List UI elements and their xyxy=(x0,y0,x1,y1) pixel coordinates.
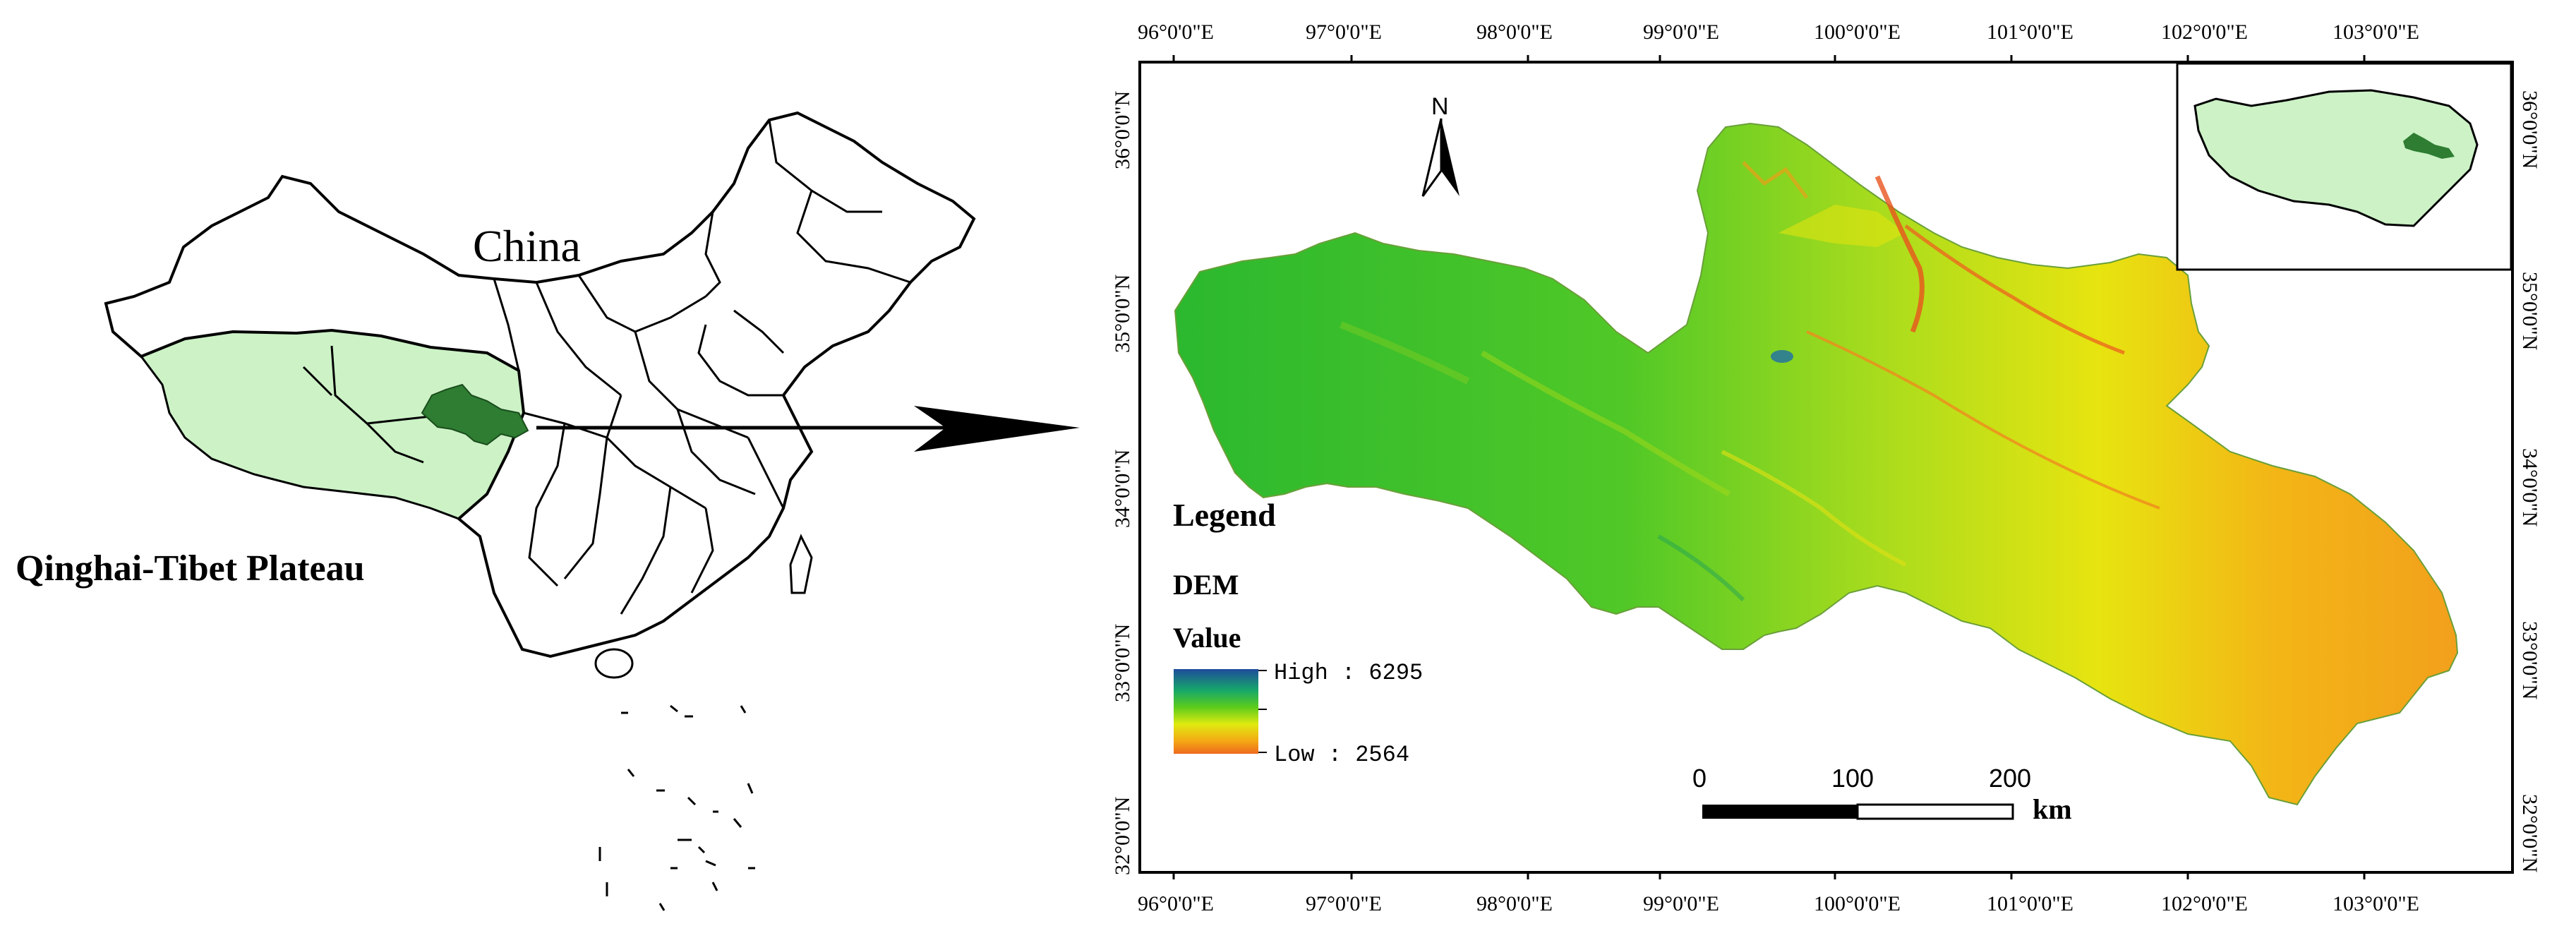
tick-marks xyxy=(1172,55,2366,879)
left-tick-label: 34°0'0"N xyxy=(1111,450,1134,528)
taiwan-island xyxy=(789,534,813,594)
left-tick-label: 32°0'0"N xyxy=(1111,797,1134,875)
top-tick-label: 96°0'0"E xyxy=(1138,20,1214,44)
left-tick-label: 36°0'0"N xyxy=(1111,91,1134,169)
right-tick-label: 35°0'0"N xyxy=(2518,272,2541,350)
inset-study-area xyxy=(2403,133,2455,159)
right-axis-labels: 36°0'0"N 35°0'0"N 34°0'0"N 33°0'0"N 32°0… xyxy=(2518,90,2541,872)
dem-map: N Legend DEM Value High : 6295 Low : 256… xyxy=(1111,20,2541,915)
bottom-tick-label: 101°0'0"E xyxy=(1987,892,2074,915)
scale-bar: 0 100 200 km xyxy=(1692,764,2072,825)
bottom-tick-label: 103°0'0"E xyxy=(2333,892,2419,915)
north-label: N xyxy=(1431,93,1449,120)
legend-high: High : 6295 xyxy=(1274,660,1423,686)
right-tick-label: 33°0'0"N xyxy=(2518,621,2541,699)
top-tick-label: 99°0'0"E xyxy=(1643,20,1719,44)
left-tick-label: 33°0'0"N xyxy=(1111,624,1134,702)
china-map: China Qinghai-Tibet Plateau xyxy=(16,111,1080,911)
right-tick-label: 36°0'0"N xyxy=(2518,90,2541,169)
top-tick-label: 103°0'0"E xyxy=(2333,20,2419,44)
legend: Legend DEM Value High : 6295 Low : 2564 xyxy=(1173,497,1423,768)
china-outline xyxy=(104,111,976,659)
scale-label-0: 0 xyxy=(1692,764,1707,793)
legend-gradient xyxy=(1174,669,1258,754)
left-axis-labels: 36°0'0"N 35°0'0"N 34°0'0"N 33°0'0"N 32°0… xyxy=(1111,91,1134,875)
pointer-arrow-head xyxy=(914,406,1080,452)
bottom-tick-label: 99°0'0"E xyxy=(1643,892,1719,915)
bottom-tick-label: 97°0'0"E xyxy=(1306,892,1382,915)
bottom-tick-label: 96°0'0"E xyxy=(1138,892,1214,915)
dem-region xyxy=(1174,122,2459,806)
north-arrow-icon xyxy=(1441,119,1459,196)
legend-title: Legend xyxy=(1173,497,1276,533)
scale-label-200: 200 xyxy=(1989,764,2031,793)
hainan-island xyxy=(594,648,634,679)
china-label: China xyxy=(473,221,581,271)
top-tick-label: 100°0'0"E xyxy=(1814,20,1901,44)
scale-unit: km xyxy=(2033,793,2072,825)
plateau-label: Qinghai-Tibet Plateau xyxy=(16,548,365,589)
south-china-sea-islands xyxy=(598,704,755,911)
bottom-tick-label: 98°0'0"E xyxy=(1476,892,1553,915)
dem-terrain-detail xyxy=(1340,161,2160,602)
inset-plateau xyxy=(2193,89,2479,227)
legend-layer: DEM xyxy=(1173,569,1239,601)
legend-field: Value xyxy=(1173,622,1241,654)
right-tick-label: 34°0'0"N xyxy=(2518,448,2541,527)
top-axis-labels: 96°0'0"E 97°0'0"E 98°0'0"E 99°0'0"E 100°… xyxy=(1138,20,2419,44)
right-tick-label: 32°0'0"N xyxy=(2518,794,2541,872)
north-arrow: N xyxy=(1421,93,1459,197)
study-area-china xyxy=(421,383,529,446)
legend-low: Low : 2564 xyxy=(1274,742,1409,768)
top-tick-label: 97°0'0"E xyxy=(1306,20,1382,44)
top-tick-label: 102°0'0"E xyxy=(2161,20,2248,44)
top-tick-label: 101°0'0"E xyxy=(1987,20,2074,44)
scale-label-100: 100 xyxy=(1831,764,1874,793)
bottom-tick-label: 100°0'0"E xyxy=(1814,892,1901,915)
left-tick-label: 35°0'0"N xyxy=(1111,275,1134,353)
bottom-tick-label: 102°0'0"E xyxy=(2161,892,2248,915)
bottom-axis-labels: 96°0'0"E 97°0'0"E 98°0'0"E 99°0'0"E 100°… xyxy=(1138,892,2419,915)
province-boundaries xyxy=(493,119,911,615)
top-tick-label: 98°0'0"E xyxy=(1476,20,1553,44)
